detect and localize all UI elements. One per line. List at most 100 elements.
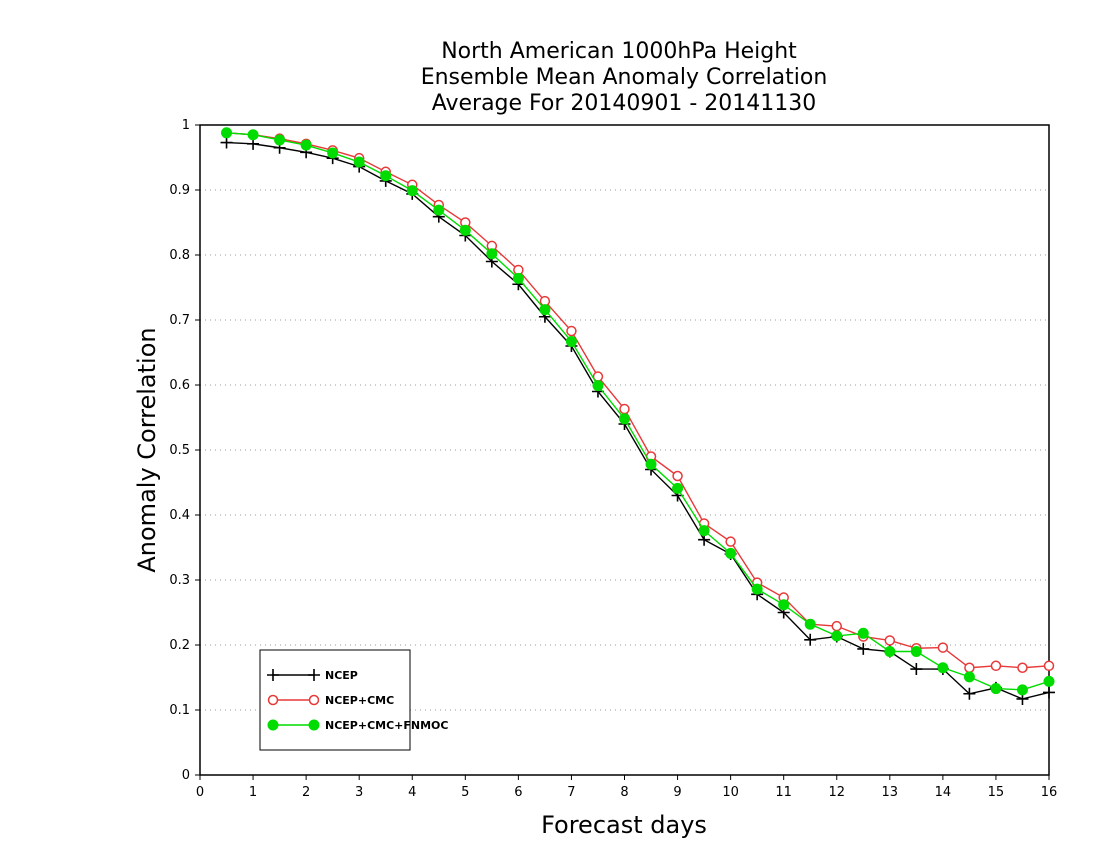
data-point	[406, 185, 418, 197]
data-point	[512, 272, 524, 284]
series-filled-circle	[221, 127, 1055, 696]
x-tick-label: 3	[355, 785, 363, 800]
chart-title-line-2: Ensemble Mean Anomaly Correlation	[421, 65, 828, 90]
legend-item: NCEP+CMC+FNMOC	[267, 719, 448, 732]
chart-title-line-1: North American 1000hPa Height	[441, 39, 797, 64]
data-point	[857, 627, 869, 639]
data-point	[300, 139, 312, 151]
y-tick-label: 0.5	[169, 443, 190, 458]
x-tick-label: 14	[935, 785, 952, 800]
data-point	[1016, 684, 1028, 696]
data-point	[645, 458, 657, 470]
y-tick-label: 0.9	[169, 183, 190, 198]
series-line	[226, 132, 1050, 669]
data-point	[486, 248, 498, 260]
legend-marker	[267, 719, 279, 731]
series-plus	[220, 136, 1055, 705]
data-point	[725, 547, 737, 559]
x-tick-label: 1	[249, 785, 257, 800]
data-point	[831, 630, 843, 642]
y-tick-label: 0	[182, 768, 190, 783]
y-tick-label: 0.6	[169, 378, 190, 393]
legend-label: NCEP+CMC+FNMOC	[325, 719, 448, 732]
x-tick-label: 4	[408, 785, 416, 800]
data-point	[1043, 675, 1055, 687]
x-tick-label: 7	[567, 785, 575, 800]
x-tick-label: 15	[988, 785, 1005, 800]
x-tick-label: 9	[673, 785, 681, 800]
data-point	[672, 470, 683, 482]
data-point	[459, 224, 471, 236]
legend-marker	[308, 719, 320, 731]
legend-items: NCEP NCEP+CMC NCEP+CMC+FNMOC	[267, 669, 448, 732]
data-point	[433, 204, 445, 216]
data-point	[592, 380, 604, 392]
legend-marker	[308, 669, 320, 681]
y-tick-label: 0.8	[169, 248, 190, 263]
data-point	[539, 304, 551, 316]
data-point	[566, 325, 577, 337]
x-tick-label: 11	[775, 785, 792, 800]
legend-marker	[267, 669, 279, 681]
x-tick-label: 16	[1041, 785, 1058, 800]
data-point	[565, 335, 577, 347]
data-point	[1043, 660, 1055, 672]
data-point	[1017, 662, 1028, 673]
grid-lines	[200, 189, 1049, 711]
data-point	[963, 687, 976, 700]
x-tick-label: 0	[196, 785, 204, 800]
data-point	[619, 403, 630, 415]
data-point	[221, 127, 233, 139]
y-axis-label: Anomaly Correlation	[133, 327, 161, 572]
y-tick-label: 0.3	[169, 573, 190, 588]
y-axis-ticks: 0 0.1 0.2 0.3 0.4 0.5 0.6 0.7 0.8 0.9 1	[169, 118, 200, 783]
x-tick-label: 8	[620, 785, 628, 800]
series-line	[226, 141, 1050, 700]
data-point	[910, 663, 923, 676]
legend-label: NCEP	[325, 669, 358, 682]
data-point	[672, 482, 684, 494]
x-tick-label: 10	[722, 785, 739, 800]
y-tick-label: 0.7	[169, 313, 190, 328]
legend-item: NCEP	[267, 669, 358, 682]
legend-label: NCEP+CMC	[325, 694, 394, 707]
data-point	[831, 620, 842, 632]
data-point	[220, 136, 233, 149]
chart-title: North American 1000hPa Height Ensemble M…	[421, 39, 828, 116]
data-point	[247, 129, 259, 141]
data-point	[884, 635, 896, 646]
y-tick-label: 0.4	[169, 508, 190, 523]
y-tick-label: 1	[182, 118, 190, 133]
data-point	[910, 646, 922, 657]
x-tick-label: 6	[514, 785, 522, 800]
x-tick-label: 13	[882, 785, 899, 800]
x-tick-label: 2	[302, 785, 310, 800]
y-tick-label: 0.2	[169, 638, 190, 653]
series-open-circle	[221, 127, 1055, 673]
data-point	[327, 147, 339, 159]
data-point	[964, 662, 975, 673]
data-point	[990, 660, 1002, 672]
data-point	[353, 156, 365, 168]
data-point	[963, 671, 975, 683]
data-point	[1043, 686, 1055, 699]
data-point	[804, 618, 816, 630]
data-point	[804, 633, 817, 646]
data-point	[619, 413, 630, 425]
data-point	[990, 683, 1002, 695]
data-point	[274, 134, 286, 146]
x-tick-label: 5	[461, 785, 469, 800]
data-point	[937, 642, 949, 653]
data-point	[937, 662, 949, 674]
data-point	[857, 642, 870, 655]
data-point	[778, 599, 790, 611]
data-point	[380, 170, 392, 182]
legend: NCEP NCEP+CMC NCEP+CMC+FNMOC	[259, 649, 448, 751]
x-axis-ticks: 0 1 2 3 4 5 6 7 8 9 10 11 12 13 14 15 16	[196, 775, 1057, 800]
legend-item: NCEP+CMC	[267, 694, 394, 707]
chart-title-line-3: Average For 20140901 - 20141130	[432, 91, 817, 116]
series-line	[226, 132, 1050, 691]
data-point	[698, 525, 710, 537]
series-group	[220, 127, 1055, 705]
